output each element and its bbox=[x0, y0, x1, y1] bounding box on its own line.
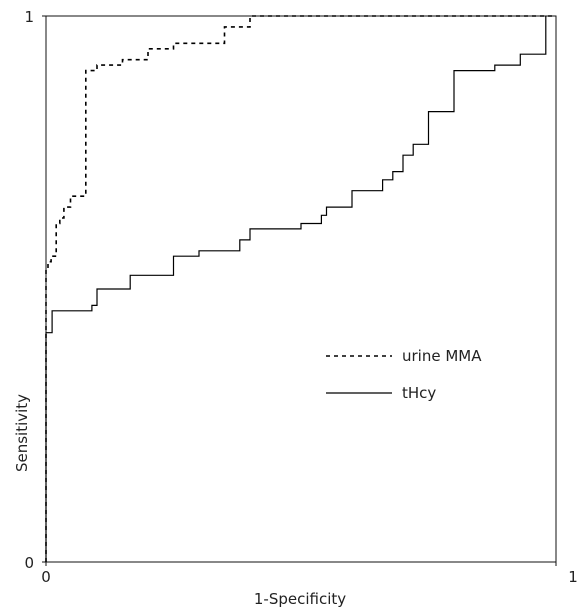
legend-label-urine-mma: urine MMA bbox=[402, 347, 482, 365]
y-tick-label-0: 0 bbox=[24, 554, 34, 572]
x-tick-label-0: 0 bbox=[41, 568, 51, 586]
x-axis-label: 1-Specificity bbox=[254, 590, 346, 608]
series-layer bbox=[45, 15, 556, 562]
y-tick-label-1: 1 bbox=[24, 8, 34, 26]
series-line-urine-mma bbox=[45, 15, 556, 562]
series-line-thcy bbox=[45, 16, 547, 562]
x-tick-label-1: 1 bbox=[568, 568, 578, 586]
legend: urine MMA tHcy bbox=[326, 347, 482, 402]
y-axis-label: Sensitivity bbox=[13, 394, 31, 472]
legend-label-thcy: tHcy bbox=[402, 384, 436, 402]
